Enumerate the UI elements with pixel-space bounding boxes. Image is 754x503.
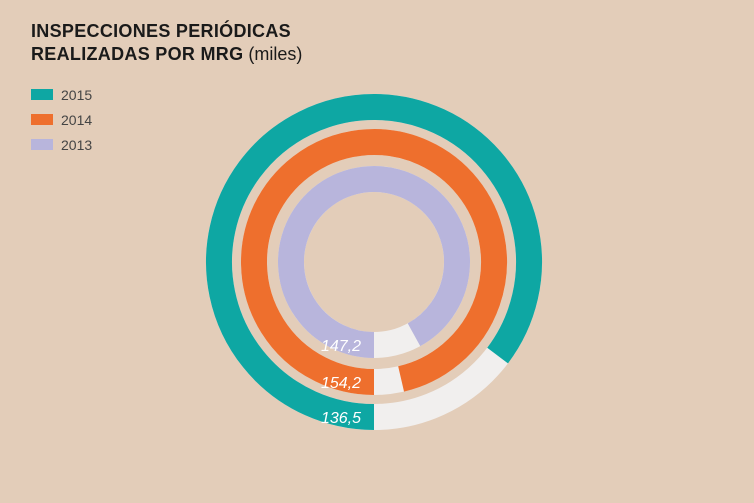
ring-arc-2013 [278,166,470,358]
legend-label-2015: 2015 [61,86,93,103]
legend-swatch-2015 [31,89,53,100]
legend-swatch-2013 [31,139,53,150]
legend-label-2014: 2014 [61,111,93,128]
title-unit: (miles) [248,44,303,64]
chart-title: INSPECCIONES PERIÓDICAS REALIZADAS POR M… [31,20,302,66]
legend: 2015 2014 2013 [31,82,92,157]
title-line-2: REALIZADAS POR MRG [31,44,244,64]
value-label-2015: 136,5 [321,410,361,427]
legend-swatch-2014 [31,114,53,125]
legend-item-2015: 2015 [31,82,92,107]
legend-item-2014: 2014 [31,107,92,132]
value-label-2013: 147,2 [321,338,361,355]
title-line-1: INSPECCIONES PERIÓDICAS [31,21,291,41]
legend-item-2013: 2013 [31,132,92,157]
legend-label-2013: 2013 [61,136,93,153]
ring-arc-2014 [241,129,507,395]
ring-arc-2015 [206,94,542,430]
value-label-2014: 154,2 [321,375,361,392]
